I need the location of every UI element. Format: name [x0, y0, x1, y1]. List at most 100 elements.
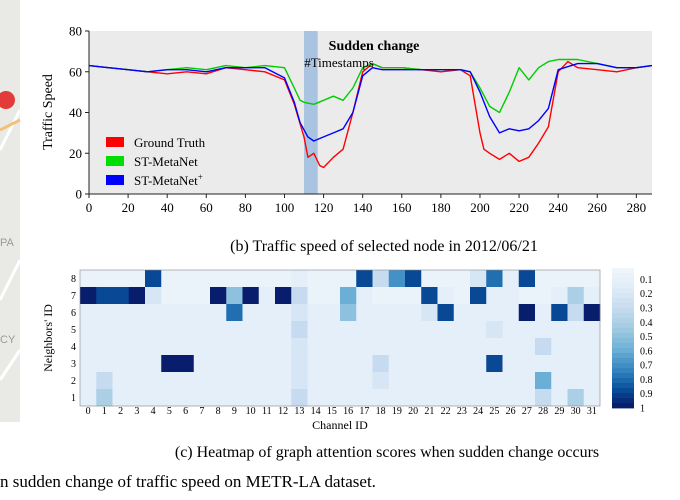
heatmap-cell-n5-c30 [567, 321, 585, 339]
colorbar-tick-0.1: 0.1 [640, 275, 653, 286]
colorbar-tick-0.7: 0.7 [640, 361, 653, 372]
heatmap-cell-n8-c30 [567, 270, 585, 288]
heatmap-cell-n6-c0 [80, 304, 97, 322]
heatmap-cell-n7-c15 [323, 287, 341, 305]
heatmap-cell-n2-c18 [372, 372, 390, 390]
heatmap-cell-n2-c1 [96, 372, 113, 390]
heatmap-x-tick-22: 22 [441, 406, 451, 417]
heatmap-cell-n8-c29 [551, 270, 568, 288]
heatmap-cell-n8-c17 [356, 270, 373, 288]
y-tick-0: 0 [76, 187, 89, 202]
x-axis-label: #Timestamps [304, 55, 374, 70]
heatmap-cell-n5-c24 [470, 321, 487, 339]
svg-text:0: 0 [86, 200, 93, 215]
heatmap-cell-n3-c25 [486, 355, 503, 373]
heatmap-cell-n8-c13 [291, 270, 308, 288]
heatmap-cell-n1-c0 [80, 389, 97, 407]
heatmap-cell-n8-c8 [210, 270, 227, 288]
heatmap-cell-n8-c12 [275, 270, 292, 288]
svg-text:140: 140 [353, 200, 373, 215]
heatmap-y-tick-4: 4 [71, 342, 76, 353]
heatmap-cell-n7-c18 [372, 287, 390, 305]
heatmap-x-tick-20: 20 [408, 406, 418, 417]
colorbar-segment [612, 328, 634, 334]
heatmap-cell-n6-c7 [193, 304, 211, 322]
legend-label-st-metanet: ST-MetaNet [134, 154, 198, 169]
heatmap-cell-n6-c27 [518, 304, 536, 322]
colorbar-segment [612, 318, 634, 324]
heatmap-cell-n2-c13 [291, 372, 308, 390]
heatmap-x-tick-0: 0 [86, 406, 91, 417]
svg-text:60: 60 [69, 64, 82, 79]
heatmap-cell-n1-c25 [486, 389, 503, 407]
heatmap-y-tick-7: 7 [71, 291, 76, 302]
legend-swatch-ground-truth [106, 137, 124, 147]
heatmap-cell-n3-c28 [535, 355, 552, 373]
heatmap-cell-n6-c21 [421, 304, 438, 322]
heatmap-cell-n7-c19 [388, 287, 406, 305]
heatmap-cell-n1-c19 [388, 389, 406, 407]
y-tick-20: 20 [69, 146, 89, 161]
heatmap-cell-n7-c10 [242, 287, 260, 305]
heatmap-cell-n3-c26 [502, 355, 520, 373]
colorbar-segment [612, 353, 634, 359]
heatmap-cell-n6-c6 [177, 304, 195, 322]
heatmap-cell-n7-c6 [177, 287, 195, 305]
heatmap-cell-n5-c12 [275, 321, 292, 339]
heatmap-cell-n4-c9 [226, 338, 243, 356]
colorbar-segment [612, 403, 634, 409]
heatmap-cell-n2-c16 [340, 372, 357, 390]
heatmap-cell-n4-c12 [275, 338, 292, 356]
heatmap-cell-n4-c14 [307, 338, 325, 356]
heatmap-cell-n4-c28 [535, 338, 552, 356]
heatmap-cell-n7-c5 [161, 287, 178, 305]
colorbar-segment [612, 333, 634, 339]
heatmap-x-tick-6: 6 [183, 406, 188, 417]
heatmap-cell-n5-c18 [372, 321, 390, 339]
heatmap-cell-n6-c23 [453, 304, 471, 322]
heatmap-cell-n4-c13 [291, 338, 308, 356]
heatmap-cell-n1-c28 [535, 389, 552, 407]
heatmap-cell-n1-c24 [470, 389, 487, 407]
svg-text:220: 220 [509, 200, 529, 215]
heatmap-cell-n4-c10 [242, 338, 260, 356]
heatmap-cell-n8-c11 [258, 270, 276, 288]
heatmap-cell-n4-c27 [518, 338, 536, 356]
x-tick-140: 140 [353, 194, 373, 215]
caption-b: (b) Traffic speed of selected node in 20… [230, 238, 538, 255]
heatmap-cell-n7-c16 [340, 287, 357, 305]
heatmap-cell-n5-c2 [112, 321, 130, 339]
heatmap-cell-n4-c5 [161, 338, 178, 356]
legend-swatch-st-metanet-plus [106, 175, 124, 185]
heatmap-cell-n5-c22 [437, 321, 455, 339]
heatmap-cell-n6-c24 [470, 304, 487, 322]
legend: Ground Truth ST-MetaNet ST-MetaNet+ [106, 135, 206, 188]
heatmap-x-tick-27: 27 [522, 406, 532, 417]
x-tick-80: 80 [239, 194, 252, 215]
heatmap-cell-n6-c25 [486, 304, 503, 322]
heatmap-cell-n4-c18 [372, 338, 390, 356]
heatmap-cell-n4-c21 [421, 338, 438, 356]
colorbar-segment [612, 358, 634, 364]
heatmap-cell-n8-c21 [421, 270, 438, 288]
heatmap-cell-n5-c8 [210, 321, 227, 339]
heatmap-cell-n5-c15 [323, 321, 341, 339]
heatmap-cell-n5-c17 [356, 321, 373, 339]
colorbar-segment [612, 268, 634, 274]
colorbar-segment [612, 388, 634, 394]
heatmap-cell-n8-c28 [535, 270, 552, 288]
map-label-pa: PA [0, 237, 15, 249]
x-tick-120: 120 [314, 194, 334, 215]
heatmap-cell-n1-c29 [551, 389, 568, 407]
svg-text:120: 120 [314, 200, 334, 215]
heatmap-cell-n4-c20 [405, 338, 422, 356]
heatmap-cell-n4-c31 [583, 338, 601, 356]
heatmap-cell-n1-c10 [242, 389, 260, 407]
svg-text:180: 180 [431, 200, 451, 215]
x-tick-180: 180 [431, 194, 451, 215]
heatmap-cell-n7-c0 [80, 287, 97, 305]
heatmap-cell-n3-c9 [226, 355, 243, 373]
heatmap-cell-n7-c1 [96, 287, 113, 305]
heatmap-cell-n5-c13 [291, 321, 308, 339]
